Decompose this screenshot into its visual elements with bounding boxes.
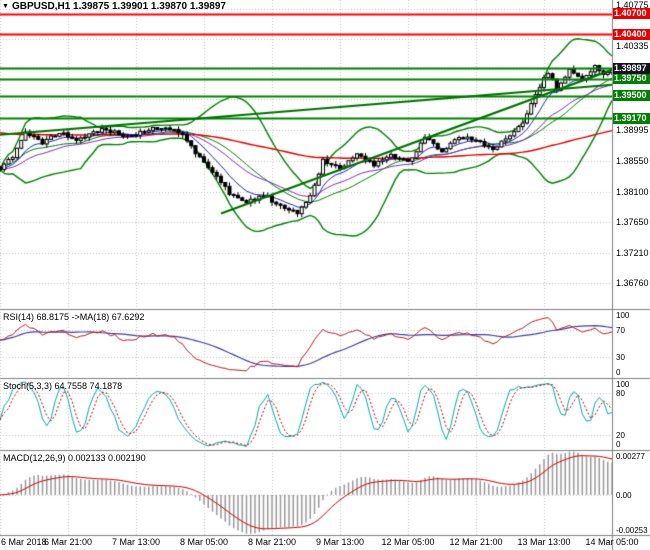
rsi-indicator-label: RSI(14) 68.8175 ->MA(18) 67.6292 <box>3 312 145 322</box>
stoch-indicator-label: Stoch(5,3,3) 64.7558 74.1878 <box>3 381 123 391</box>
macd-indicator-label: MACD(12,26,9) 0.002133 0.002190 <box>3 453 146 463</box>
chart-title-text: GBPUSD,H1 1.39875 1.39901 1.39870 1.3989… <box>11 1 226 12</box>
symbol-menu-icon[interactable]: ▼ <box>2 3 9 10</box>
chart-title: ▼ GBPUSD,H1 1.39875 1.39901 1.39870 1.398… <box>2 1 226 12</box>
